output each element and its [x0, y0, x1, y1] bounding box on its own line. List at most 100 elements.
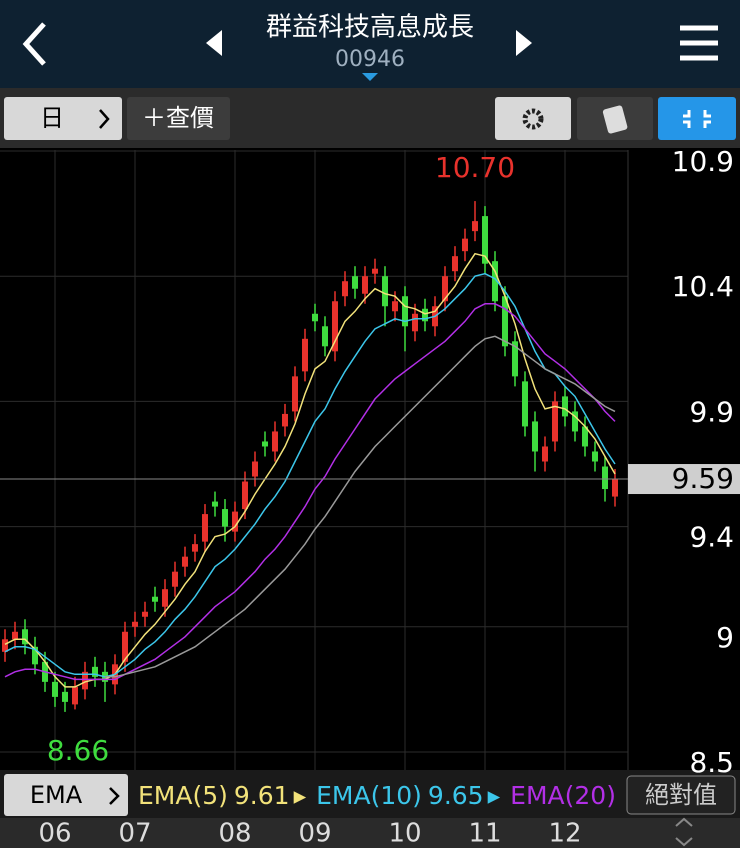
candle-body: [392, 301, 398, 312]
indicator-label: EMA: [30, 781, 83, 809]
plot-bg: [0, 150, 740, 770]
ema-line: [4, 303, 616, 681]
candle-body: [132, 621, 138, 627]
candle-body: [442, 276, 448, 302]
candle-body: [282, 413, 288, 427]
candle-body: [2, 639, 8, 652]
x-tick-label: 09: [298, 819, 331, 848]
candle-body: [322, 326, 328, 347]
prev-button[interactable]: [206, 30, 222, 56]
candle-body: [152, 596, 158, 602]
y-tick-label: 9.4: [689, 521, 734, 554]
legend-marker: ▸: [293, 780, 307, 810]
dropdown-icon: [362, 73, 378, 81]
candle-body: [492, 261, 498, 302]
x-tick-label: 08: [218, 819, 251, 848]
gear-icon: [522, 108, 544, 130]
candle-body: [172, 571, 178, 587]
x-tick-label: 10: [388, 819, 421, 848]
candle-body: [342, 281, 348, 297]
candle-body: [32, 646, 38, 665]
x-tick-label: 12: [548, 819, 581, 848]
settings-button[interactable]: [495, 97, 571, 140]
legend-name: EMA(5): [138, 780, 228, 810]
candle-body: [122, 631, 128, 662]
candle-body: [302, 338, 308, 372]
fullscreen-button[interactable]: [658, 97, 736, 140]
ema-line: [4, 252, 616, 688]
candle-body: [242, 481, 248, 510]
mode-button[interactable]: [626, 775, 736, 815]
candle-body: [212, 501, 218, 507]
candle-body: [352, 276, 358, 289]
mode-label: 絕對值: [645, 781, 717, 809]
candle-body: [412, 313, 418, 332]
candle-body: [532, 421, 538, 452]
stock-code: 00946: [335, 47, 405, 72]
stock-name: 群益科技高息成長: [266, 13, 474, 43]
y-tick-label: 10.9: [672, 145, 734, 178]
candle-body: [502, 296, 508, 347]
candle-body: [312, 313, 318, 322]
legend-name: EMA(20): [510, 780, 616, 810]
candle-body: [482, 216, 488, 264]
candle-body: [402, 296, 408, 327]
candle-body: [372, 268, 378, 274]
scroll-icon[interactable]: [675, 817, 693, 847]
candle-body: [292, 376, 298, 412]
last-price-label: 9.59: [672, 462, 734, 495]
candle-body: [142, 611, 148, 617]
candle-body: [552, 401, 558, 442]
candle-body: [52, 681, 58, 697]
candle-body: [232, 511, 238, 532]
x-tick-label: 11: [468, 819, 501, 848]
candle-body: [12, 631, 18, 640]
indicator-button[interactable]: [4, 774, 128, 816]
candle-body: [222, 509, 228, 527]
x-tick-label: 06: [38, 819, 71, 848]
y-tick-label: 9.9: [689, 395, 734, 428]
last-price-box: [628, 464, 740, 495]
candle-body: [572, 411, 578, 432]
y-tick-label: 8.5: [689, 746, 734, 779]
candle-body: [582, 426, 588, 447]
candle-body: [602, 466, 608, 490]
ema-line: [105, 335, 616, 678]
x-tick-label: 07: [118, 819, 151, 848]
plot: 10.9 10.4 9.9 9.4 9 8.5 10.70 8.66 9.59: [0, 145, 740, 779]
fullscreen-icon: [683, 110, 711, 128]
y-tick-label: 9: [716, 621, 734, 654]
candle-body: [22, 629, 28, 645]
candle-body: [542, 446, 548, 462]
candle-body: [82, 671, 88, 690]
candle-body: [62, 691, 68, 702]
candle-body: [512, 341, 518, 377]
legend-name: EMA(10): [316, 780, 422, 810]
candle-body: [522, 381, 528, 427]
min-label: 8.66: [47, 734, 109, 767]
period-label: 日: [40, 104, 64, 132]
candle-body: [92, 666, 98, 677]
candle-body: [362, 276, 368, 294]
rotate-icon: [602, 105, 628, 134]
period-button[interactable]: [4, 97, 122, 140]
menu-button[interactable]: [680, 25, 718, 61]
candle-body: [262, 441, 268, 447]
candle-body: [272, 431, 278, 452]
candle-body: [202, 514, 208, 542]
back-button[interactable]: [22, 22, 46, 66]
candle-body: [592, 451, 598, 462]
candle-body: [72, 686, 78, 705]
x-axis-bg: [0, 818, 740, 848]
legend: EMA(5)9.61▸EMA(10)9.65▸EMA(20)9.82▸: [138, 772, 622, 818]
max-label: 10.70: [435, 151, 515, 184]
legend-marker: ▸: [487, 780, 501, 810]
candle-body: [612, 479, 618, 497]
chevron: [109, 787, 120, 805]
quote-button[interactable]: [127, 97, 230, 140]
next-button[interactable]: [516, 30, 532, 56]
candle-body: [382, 276, 388, 307]
quote-label: ＋查價: [142, 104, 214, 132]
candle-body: [182, 556, 188, 567]
